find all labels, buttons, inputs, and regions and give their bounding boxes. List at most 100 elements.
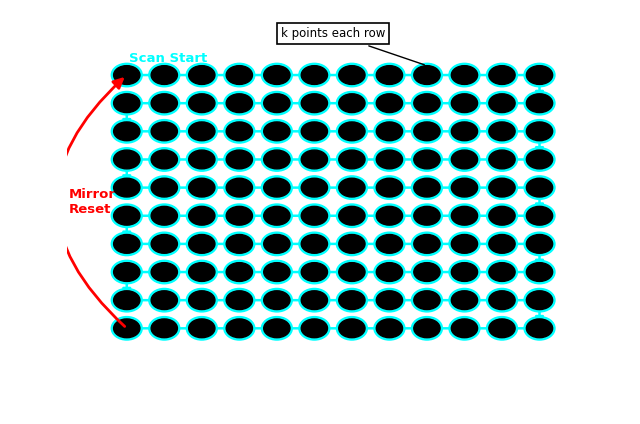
Ellipse shape — [486, 92, 518, 115]
Ellipse shape — [111, 232, 142, 256]
Ellipse shape — [261, 260, 292, 284]
Ellipse shape — [414, 319, 440, 338]
Ellipse shape — [524, 317, 555, 340]
Ellipse shape — [412, 317, 442, 340]
Ellipse shape — [451, 66, 477, 84]
Ellipse shape — [189, 291, 215, 310]
Ellipse shape — [149, 120, 180, 143]
Ellipse shape — [526, 234, 552, 253]
Ellipse shape — [114, 122, 140, 141]
Ellipse shape — [486, 176, 518, 199]
Ellipse shape — [224, 288, 255, 312]
Ellipse shape — [376, 150, 403, 169]
Ellipse shape — [114, 291, 140, 310]
Ellipse shape — [226, 94, 252, 112]
Ellipse shape — [186, 63, 218, 87]
Ellipse shape — [226, 262, 252, 282]
Ellipse shape — [524, 176, 555, 199]
Ellipse shape — [376, 66, 403, 84]
Ellipse shape — [337, 176, 367, 199]
Ellipse shape — [151, 262, 177, 282]
Ellipse shape — [189, 234, 215, 253]
Ellipse shape — [111, 176, 142, 199]
Ellipse shape — [189, 94, 215, 112]
Ellipse shape — [299, 288, 330, 312]
Ellipse shape — [376, 94, 403, 112]
Ellipse shape — [149, 204, 180, 228]
Ellipse shape — [186, 148, 218, 171]
Ellipse shape — [412, 204, 442, 228]
Ellipse shape — [114, 66, 140, 84]
Ellipse shape — [189, 122, 215, 141]
Ellipse shape — [264, 206, 290, 225]
Ellipse shape — [489, 234, 515, 253]
Ellipse shape — [151, 94, 177, 112]
Ellipse shape — [151, 291, 177, 310]
Ellipse shape — [524, 92, 555, 115]
Ellipse shape — [189, 66, 215, 84]
Ellipse shape — [524, 63, 555, 87]
Ellipse shape — [261, 120, 292, 143]
Ellipse shape — [299, 63, 330, 87]
FancyArrowPatch shape — [56, 79, 125, 326]
Ellipse shape — [186, 317, 218, 340]
Ellipse shape — [111, 288, 142, 312]
Ellipse shape — [339, 291, 365, 310]
Ellipse shape — [264, 178, 290, 197]
Ellipse shape — [261, 92, 292, 115]
Ellipse shape — [264, 291, 290, 310]
Ellipse shape — [301, 178, 328, 197]
Ellipse shape — [299, 176, 330, 199]
Ellipse shape — [339, 178, 365, 197]
Ellipse shape — [449, 232, 480, 256]
Ellipse shape — [449, 120, 480, 143]
Ellipse shape — [414, 262, 440, 282]
Ellipse shape — [449, 92, 480, 115]
Text: k points each row: k points each row — [281, 27, 424, 65]
Ellipse shape — [486, 317, 518, 340]
Ellipse shape — [226, 234, 252, 253]
Ellipse shape — [486, 288, 518, 312]
Ellipse shape — [149, 176, 180, 199]
Ellipse shape — [414, 150, 440, 169]
Ellipse shape — [261, 176, 292, 199]
Ellipse shape — [526, 178, 552, 197]
Ellipse shape — [449, 317, 480, 340]
Ellipse shape — [111, 204, 142, 228]
Ellipse shape — [149, 92, 180, 115]
Ellipse shape — [337, 260, 367, 284]
Ellipse shape — [114, 319, 140, 338]
Ellipse shape — [489, 206, 515, 225]
Ellipse shape — [151, 234, 177, 253]
Text: Scan Start: Scan Start — [129, 52, 207, 64]
Ellipse shape — [376, 122, 403, 141]
Ellipse shape — [526, 262, 552, 282]
Ellipse shape — [226, 150, 252, 169]
Ellipse shape — [224, 148, 255, 171]
Ellipse shape — [489, 94, 515, 112]
Ellipse shape — [189, 262, 215, 282]
Ellipse shape — [524, 204, 555, 228]
Ellipse shape — [337, 288, 367, 312]
Ellipse shape — [189, 150, 215, 169]
Ellipse shape — [224, 92, 255, 115]
Ellipse shape — [524, 148, 555, 171]
Ellipse shape — [449, 63, 480, 87]
Ellipse shape — [299, 148, 330, 171]
Ellipse shape — [339, 206, 365, 225]
Ellipse shape — [301, 66, 328, 84]
Ellipse shape — [301, 206, 328, 225]
Ellipse shape — [189, 206, 215, 225]
Ellipse shape — [264, 262, 290, 282]
Ellipse shape — [489, 150, 515, 169]
Ellipse shape — [151, 122, 177, 141]
Ellipse shape — [224, 232, 255, 256]
Ellipse shape — [374, 148, 405, 171]
Ellipse shape — [412, 63, 442, 87]
Ellipse shape — [412, 232, 442, 256]
Ellipse shape — [412, 176, 442, 199]
Ellipse shape — [114, 178, 140, 197]
Ellipse shape — [224, 120, 255, 143]
Ellipse shape — [486, 148, 518, 171]
Ellipse shape — [339, 122, 365, 141]
